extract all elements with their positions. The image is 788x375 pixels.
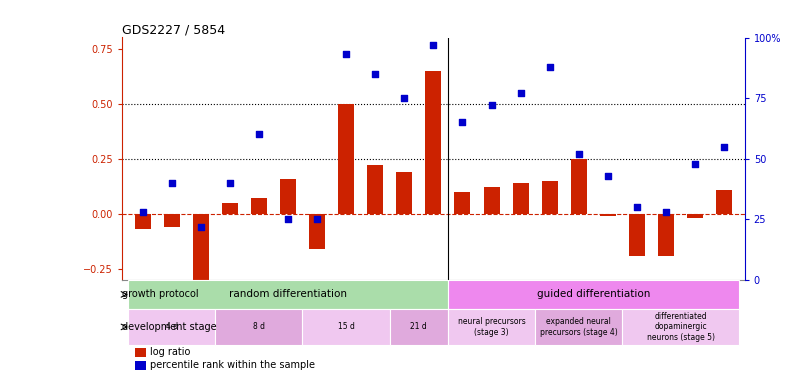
Text: differentiated
dopaminergic
neurons (stage 5): differentiated dopaminergic neurons (sta…	[647, 312, 715, 342]
Point	[195, 224, 207, 230]
Bar	[513, 183, 529, 214]
Bar	[396, 172, 412, 214]
Text: guided differentiation: guided differentiation	[537, 290, 650, 299]
Text: percentile rank within the sample: percentile rank within the sample	[151, 360, 315, 370]
Point	[165, 180, 178, 186]
Text: log ratio: log ratio	[151, 347, 191, 357]
Text: 15 d: 15 d	[338, 322, 355, 332]
Bar	[251, 198, 267, 214]
Point	[369, 71, 381, 77]
Bar	[367, 165, 383, 214]
Point	[515, 90, 527, 96]
Point	[427, 42, 440, 48]
Text: expanded neural
precursors (stage 4): expanded neural precursors (stage 4)	[540, 317, 618, 337]
Point	[485, 102, 498, 108]
Point	[310, 216, 323, 222]
Bar	[338, 104, 354, 214]
Bar	[164, 214, 180, 227]
Bar	[448, 280, 739, 309]
Bar	[658, 214, 674, 256]
Bar	[193, 214, 209, 280]
Bar	[303, 309, 390, 345]
Text: growth protocol: growth protocol	[121, 290, 199, 299]
Text: 4 d: 4 d	[165, 322, 177, 332]
Bar	[280, 178, 296, 214]
Point	[340, 51, 352, 57]
Point	[660, 209, 672, 215]
Text: 21 d: 21 d	[411, 322, 427, 332]
Point	[718, 144, 730, 150]
Point	[253, 132, 266, 138]
Bar	[542, 181, 558, 214]
Point	[689, 160, 701, 166]
Bar	[128, 309, 215, 345]
Bar	[215, 309, 303, 345]
Bar	[600, 214, 616, 216]
Text: 8 d: 8 d	[253, 322, 265, 332]
Bar	[390, 309, 448, 345]
Text: random differentiation: random differentiation	[229, 290, 347, 299]
Bar	[484, 188, 500, 214]
Point	[601, 172, 614, 178]
Bar	[426, 70, 441, 214]
Bar	[535, 309, 623, 345]
Point	[136, 209, 149, 215]
Point	[224, 180, 236, 186]
Point	[544, 64, 556, 70]
Bar	[455, 192, 470, 214]
Bar	[309, 214, 325, 249]
Bar	[571, 159, 587, 214]
Point	[398, 95, 411, 101]
Bar	[128, 280, 448, 309]
Text: development stage: development stage	[121, 322, 216, 332]
Bar	[687, 214, 703, 218]
Bar	[135, 361, 146, 370]
Text: GDS2227 / 5854: GDS2227 / 5854	[122, 23, 225, 36]
Bar	[629, 214, 645, 256]
Text: neural precursors
(stage 3): neural precursors (stage 3)	[458, 317, 526, 337]
Bar	[135, 214, 151, 229]
Point	[630, 204, 643, 210]
Point	[573, 151, 585, 157]
Bar	[716, 189, 732, 214]
Bar	[448, 309, 535, 345]
Bar	[135, 348, 146, 357]
Point	[281, 216, 294, 222]
Point	[456, 119, 469, 125]
Bar	[623, 309, 739, 345]
Bar	[221, 203, 238, 214]
